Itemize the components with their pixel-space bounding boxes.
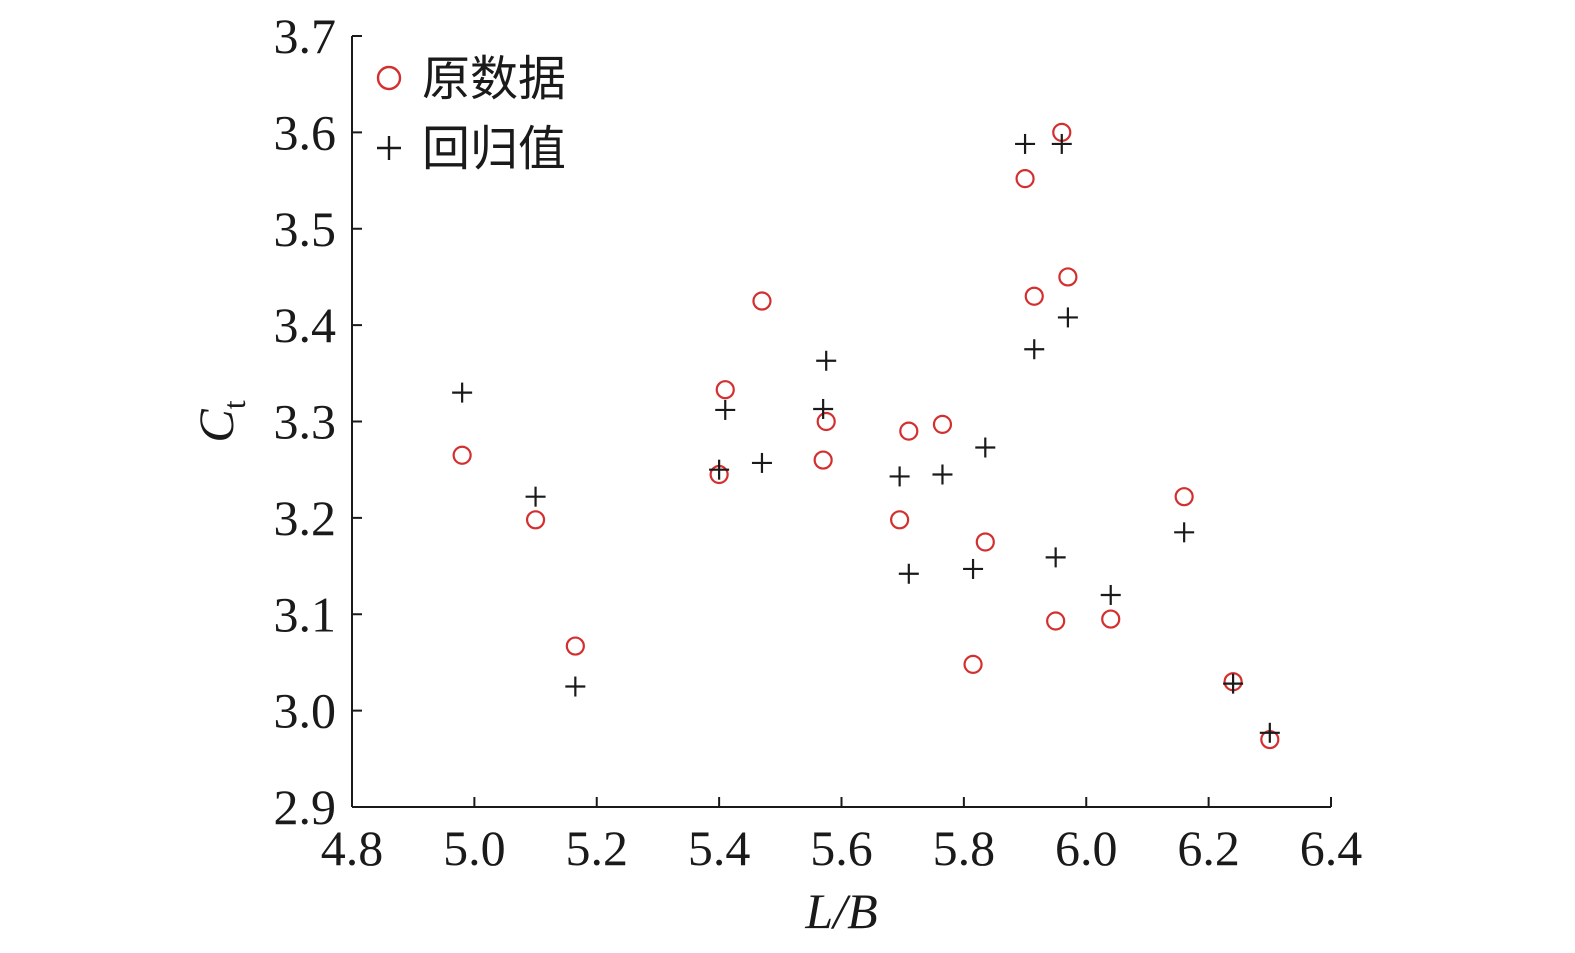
y-axis-ticks: 2.9 3.0 3.1 3.2 3.3 3.4 3.5 3.6 3.7	[274, 8, 362, 835]
y-axis-label-main: C	[188, 409, 244, 443]
data-point-original	[752, 291, 772, 311]
data-point-original	[932, 414, 953, 434]
x-tick-label: 6.2	[1177, 820, 1240, 876]
data-point-regression	[1024, 339, 1045, 360]
data-point-regression	[1057, 307, 1078, 328]
x-tick-label: 4.8	[321, 820, 384, 876]
data-point-regression	[816, 350, 837, 371]
legend-label: 原数据	[422, 51, 566, 107]
data-point-regression	[715, 399, 736, 420]
x-tick-label: 6.4	[1300, 820, 1363, 876]
data-point-regression	[1100, 584, 1121, 605]
x-tick-label: 5.6	[810, 820, 873, 876]
data-point-regression	[1015, 133, 1036, 154]
x-axis-label: L/B	[804, 883, 877, 939]
data-point-regression	[525, 486, 546, 507]
y-axis-label: Ct	[188, 400, 252, 442]
data-point-original	[963, 654, 983, 674]
data-point-original	[816, 411, 836, 432]
y-axis-label-subscript: t	[216, 400, 252, 409]
data-point-regression	[898, 563, 919, 584]
data-point-original	[1101, 609, 1121, 629]
data-point-original	[1174, 487, 1194, 507]
y-tick-label: 3.1	[274, 586, 337, 642]
data-point-original	[452, 445, 472, 465]
x-tick-label: 5.8	[933, 820, 996, 876]
data-point-regression	[932, 464, 953, 485]
y-tick-label: 3.5	[274, 201, 337, 257]
data-point-regression	[975, 437, 996, 458]
y-tick-label: 3.6	[274, 104, 337, 160]
data-point-original	[525, 510, 546, 530]
data-point-regression	[1223, 673, 1244, 694]
x-axis-ticks: 4.8 5.0 5.2 5.4 5.6 5.8 6.0 6.2 6.4	[321, 797, 1363, 876]
y-tick-label: 2.9	[274, 779, 337, 835]
legend-marker-plus	[377, 136, 401, 160]
data-point-original	[899, 421, 919, 441]
data-point-original	[1046, 611, 1066, 631]
data-point-original	[975, 532, 995, 552]
data-point-regression	[1174, 522, 1195, 543]
data-point-regression	[751, 452, 772, 473]
data-marks	[452, 122, 1280, 750]
legend-marker-circle	[376, 65, 402, 91]
x-tick-label: 6.0	[1055, 820, 1118, 876]
data-point-regression	[889, 466, 910, 487]
y-tick-label: 3.2	[274, 490, 337, 546]
data-point-original	[890, 510, 910, 530]
x-tick-label: 5.4	[688, 820, 751, 876]
data-point-original	[813, 450, 833, 470]
data-point-regression	[963, 558, 984, 579]
data-point-regression	[709, 459, 730, 480]
data-point-original	[1058, 267, 1078, 287]
data-point-original	[1015, 169, 1035, 189]
data-point-regression	[452, 382, 473, 403]
data-point-regression	[565, 676, 586, 697]
legend-label: 回归值	[422, 121, 566, 177]
y-tick-label: 3.4	[274, 297, 337, 353]
y-tick-label: 3.3	[274, 394, 337, 450]
y-tick-label: 3.0	[274, 683, 337, 739]
x-tick-label: 5.2	[566, 820, 629, 876]
data-point-original	[715, 380, 735, 400]
data-point-regression	[1051, 133, 1072, 154]
x-tick-label: 5.0	[443, 820, 506, 876]
y-tick-label: 3.7	[274, 8, 337, 64]
data-point-original	[1024, 286, 1044, 306]
data-point-regression	[1259, 722, 1280, 743]
data-point-original	[565, 636, 585, 656]
data-point-regression	[1045, 547, 1066, 568]
data-point-regression	[813, 398, 834, 419]
